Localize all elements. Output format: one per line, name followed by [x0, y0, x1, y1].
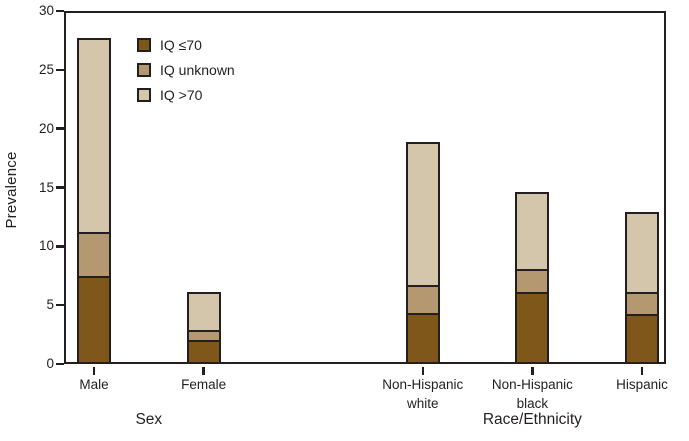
bar-segment-iq-gt-70 [627, 214, 657, 293]
x-category-label-line: black [516, 396, 549, 411]
bar-segment-iq-unknown [407, 285, 438, 314]
legend: IQ ≤70 IQ unknown IQ >70 [137, 37, 235, 112]
bar-segment-iq-le-70 [517, 291, 548, 362]
y-tick-label: 25 [38, 61, 54, 77]
y-tick-label: 5 [46, 297, 54, 313]
y-tick-label: 10 [38, 238, 54, 254]
bar-segment-iq-le-70 [627, 314, 657, 362]
plot-area [64, 11, 666, 364]
y-tick-label: 0 [46, 356, 54, 371]
legend-item-iq-le-70: IQ ≤70 [137, 36, 235, 53]
x-category-label-non-hispanic-black: Non-Hispanic black [467, 375, 597, 413]
bar-male [77, 38, 111, 364]
legend-label: IQ ≤70 [160, 36, 202, 53]
bar-segment-iq-unknown [188, 329, 219, 341]
bar-segment-iq-unknown [627, 292, 657, 315]
bar-segment-iq-le-70 [79, 276, 109, 362]
bar-segment-iq-gt-70 [79, 40, 109, 232]
bar-segment-iq-gt-70 [517, 194, 548, 270]
x-tick [640, 366, 644, 375]
bar-segment-iq-gt-70 [407, 143, 438, 286]
y-tick [56, 68, 64, 72]
x-axis-group-title-sex: Sex [135, 411, 163, 428]
x-tick [202, 366, 205, 375]
y-tick [56, 186, 64, 189]
bar-segment-iq-le-70 [188, 340, 219, 362]
x-tick [92, 366, 96, 375]
x-tick [421, 366, 425, 375]
y-tick-label: 20 [38, 120, 54, 136]
legend-swatch-iq-le-70 [137, 37, 151, 52]
x-category-label-female: Female [139, 375, 269, 394]
x-category-label-line: white [407, 396, 439, 411]
y-tick-label: 15 [38, 179, 54, 195]
x-tick [531, 366, 534, 375]
x-category-label-non-hispanic-white: Non-Hispanic white [358, 375, 488, 413]
bar-hispanic [625, 212, 659, 364]
legend-label: IQ >70 [160, 86, 203, 103]
y-tick [56, 9, 64, 13]
bar-segment-iq-unknown [79, 231, 109, 277]
bar-female [186, 292, 221, 364]
x-category-label-line: Non-Hispanic [491, 377, 573, 392]
legend-swatch-iq-unknown [137, 62, 151, 77]
bar-segment-iq-unknown [517, 269, 548, 292]
bar-segment-iq-gt-70 [188, 294, 219, 330]
y-tick-label: 30 [38, 3, 54, 18]
x-category-label-line: Male [79, 377, 109, 392]
bar-non-hispanic-black [515, 192, 550, 364]
y-tick [56, 245, 64, 248]
legend-label: IQ unknown [160, 61, 235, 78]
x-category-label-line: Non-Hispanic [382, 377, 464, 392]
x-category-label-line: Hispanic [616, 377, 668, 392]
legend-item-iq-gt-70: IQ >70 [137, 86, 235, 103]
legend-swatch-iq-gt-70 [137, 87, 151, 102]
x-category-label-line: Female [181, 377, 227, 392]
x-category-label-male: Male [29, 375, 159, 394]
y-tick [56, 362, 64, 366]
bar-non-hispanic-white [405, 141, 440, 364]
y-tick [56, 127, 64, 130]
x-category-label-hispanic: Hispanic [577, 375, 689, 394]
legend-item-iq-unknown: IQ unknown [137, 61, 235, 78]
x-axis-group-title-race-ethnicity: Race/Ethnicity [482, 411, 582, 428]
y-tick [56, 303, 64, 307]
bar-segment-iq-le-70 [407, 313, 438, 362]
